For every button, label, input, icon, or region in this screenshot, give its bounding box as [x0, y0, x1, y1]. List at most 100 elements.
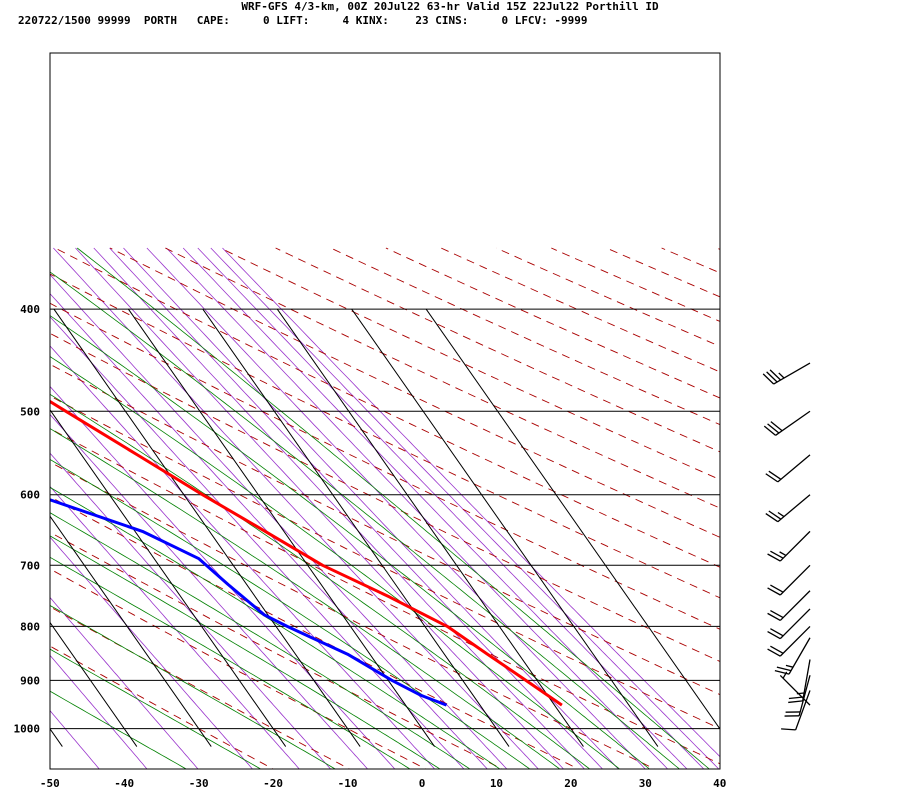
mixing-ratio-line — [50, 485, 300, 769]
dry-adiabat-line — [496, 247, 720, 347]
mixing-ratio-line — [50, 452, 332, 769]
temperature-tick-label: 10 — [490, 777, 503, 790]
dry-adiabat-line — [385, 247, 720, 399]
wind-barb-half-feather — [785, 664, 794, 668]
dry-adiabat-line — [50, 461, 656, 769]
sounding-indices: 220722/1500 99999 PORTH CAPE: 0 LIFT: 4 … — [18, 14, 588, 27]
dry-adiabat-line — [827, 248, 900, 772]
wind-barb-feather — [767, 587, 781, 596]
wind-barb — [767, 564, 811, 596]
wind-barb-feather — [788, 700, 803, 704]
dry-adiabat-line — [50, 395, 720, 730]
moist-adiabat-line — [50, 271, 680, 769]
wind-barb-half-feather — [777, 511, 785, 518]
dry-adiabat-line — [50, 363, 720, 696]
isotherm-line — [50, 515, 212, 747]
mixing-ratio-line — [197, 247, 705, 769]
wind-barb-feather — [767, 630, 781, 640]
dry-adiabat-line — [109, 247, 720, 538]
wind-barb-feather — [770, 645, 784, 654]
temperature-tick-label: -40 — [114, 777, 134, 790]
mixing-ratio-line — [146, 247, 646, 769]
wind-barb-feather — [766, 371, 778, 383]
wind-barb — [788, 659, 811, 704]
wind-barb — [784, 675, 811, 717]
moist-adiabat-line — [50, 393, 591, 769]
isotherm-line — [202, 308, 510, 747]
mixing-ratio-line — [53, 247, 539, 769]
dry-adiabat-line — [882, 248, 900, 772]
wind-barb-feather — [767, 423, 780, 434]
dry-adiabat-line — [606, 247, 720, 298]
mixing-ratio-line — [75, 247, 565, 769]
wind-barb-staff — [798, 675, 811, 716]
dry-adiabat-line — [440, 247, 720, 373]
wind-barb — [774, 637, 811, 675]
wind-barb-feather — [767, 648, 781, 657]
chart-title: WRF-GFS 4/3-km, 00Z 20Jul22 63-hr Valid … — [241, 0, 659, 13]
wind-barb-staff — [779, 625, 811, 657]
temperature-tick-label: -20 — [263, 777, 283, 790]
wind-barb-feather — [770, 628, 784, 637]
temperature-tick-label: 40 — [713, 777, 726, 790]
temperature-tick-label: -30 — [189, 777, 209, 790]
mixing-ratio-line — [50, 654, 148, 769]
mixing-ratio-line — [50, 293, 488, 769]
mixing-ratio-line — [123, 247, 619, 769]
moist-adiabat-line — [76, 247, 710, 769]
wind-barb-feather — [762, 373, 775, 385]
isotherm-line — [53, 308, 361, 747]
wind-barb — [781, 690, 811, 731]
moist-adiabat-line — [50, 648, 262, 769]
moist-adiabat-line — [50, 535, 441, 769]
wind-barb-feather — [770, 584, 784, 593]
dry-adiabat-line — [50, 568, 427, 769]
wind-barb — [762, 362, 811, 385]
moist-adiabat-line — [50, 458, 531, 769]
dry-adiabat-line — [50, 645, 275, 769]
moist-adiabat-line — [50, 512, 471, 769]
wind-barb — [767, 590, 811, 622]
pressure-tick-label: 900 — [20, 674, 40, 687]
temperature-trace — [50, 399, 563, 707]
isotherm-line — [276, 308, 584, 747]
pressure-tick-label: 400 — [20, 303, 40, 316]
wind-barb-feather — [769, 369, 782, 381]
wind-barbs — [762, 362, 811, 731]
pressure-tick-label: 700 — [20, 559, 40, 572]
wind-barb-feather — [770, 550, 784, 559]
wind-barb-staff — [777, 494, 811, 523]
wind-barb-feather — [768, 510, 782, 520]
wind-barb-staff — [775, 410, 811, 436]
isotherm-line — [50, 408, 287, 747]
dry-adiabat-line — [50, 496, 580, 769]
wind-barb-feather — [768, 470, 782, 480]
wind-barb-staff — [779, 564, 811, 596]
wind-barb-feather — [765, 513, 779, 523]
isotherm-line — [127, 308, 435, 747]
moist-adiabat-line — [50, 556, 411, 769]
pressure-tick-label: 800 — [20, 620, 40, 633]
wind-barb-feather — [770, 421, 783, 432]
dry-adiabat-line — [551, 247, 720, 322]
dry-adiabat-line — [54, 247, 720, 568]
mixing-ratio-line — [50, 536, 253, 769]
mixing-ratio-line — [50, 413, 369, 769]
dry-adiabat-line — [165, 247, 720, 509]
dry-adiabat-line — [50, 606, 351, 769]
wind-barb-staff — [802, 659, 811, 702]
isotherm-line — [425, 308, 720, 730]
axis-tick-labels: 400 500 600 700 800 900 1000 -50 -40 -30 -20 -10 0 10… — [14, 303, 727, 790]
wind-barb-feather — [770, 609, 784, 619]
temperature-tick-label: -10 — [338, 777, 358, 790]
mixing-ratio-line — [50, 596, 199, 769]
moist-adiabat-line — [50, 356, 621, 769]
mixing-ratio-line — [50, 345, 436, 769]
wind-barb — [767, 625, 811, 657]
wind-barb-feather — [788, 696, 804, 700]
wind-barb-feather — [765, 473, 779, 483]
mixing-ratio-line — [50, 274, 508, 769]
wind-barb-feather — [774, 669, 790, 675]
pressure-tick-label: 1000 — [14, 723, 41, 736]
